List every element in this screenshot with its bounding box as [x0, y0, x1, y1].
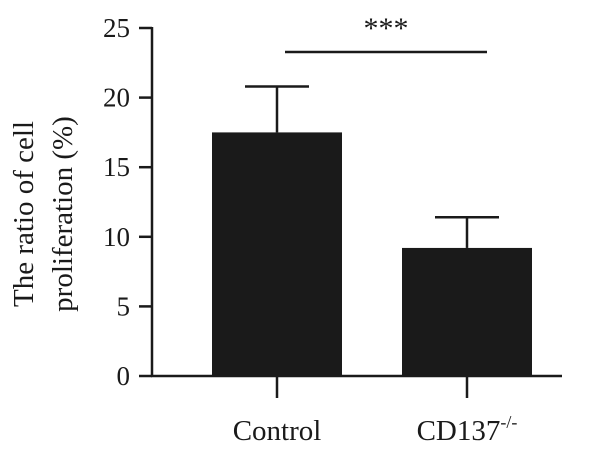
bar: [212, 132, 342, 376]
bar: [402, 247, 532, 376]
significance-label: ***: [364, 12, 409, 45]
y-axis-title-line-1: The ratio of cell: [8, 121, 40, 307]
y-tick-label: 0: [117, 361, 131, 391]
x-tick-label: Control: [233, 415, 322, 447]
bars: [212, 132, 532, 376]
y-tick-label: 25: [103, 13, 130, 43]
x-axis: Control CD137-/-: [151, 374, 562, 447]
y-tick-label: 5: [117, 291, 131, 321]
x-tick-label-superscript: -/-: [500, 412, 517, 432]
x-tick-label: CD137-/-: [417, 412, 518, 447]
error-bars: [245, 85, 499, 248]
y-tick-label: 10: [103, 222, 130, 252]
y-tick-label: 15: [103, 152, 130, 182]
y-axis: 0 5 10 15 20 25: [103, 13, 154, 391]
y-axis-title: The ratio of cell proliferation (%): [8, 116, 79, 312]
y-tick-label: 20: [103, 83, 130, 113]
y-axis-title-line-2: proliferation (%): [47, 116, 79, 312]
significance-annotation: ***: [285, 12, 487, 54]
